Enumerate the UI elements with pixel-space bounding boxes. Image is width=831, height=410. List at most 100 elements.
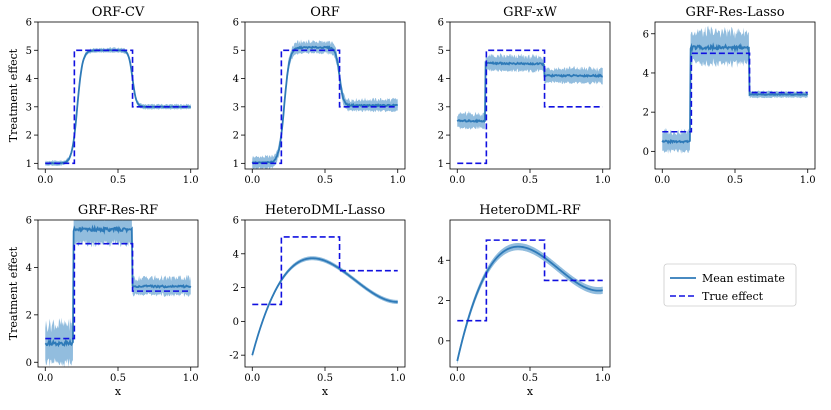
x-tick-label: 0.0 (449, 373, 465, 384)
panel-title: GRF-xW (503, 5, 557, 20)
x-axis-label: x (322, 385, 329, 398)
confidence-band (252, 39, 398, 169)
mean-estimate-line (661, 42, 809, 145)
y-tick-label: 3 (233, 102, 239, 113)
x-tick-label: 1.0 (183, 373, 199, 384)
confidence-band (662, 25, 808, 154)
y-tick-label: -2 (229, 351, 239, 362)
panel-title: HeteroDML-Lasso (265, 203, 385, 218)
panel-heterodml-rf: 0 2 4 0.0 0.5 1.0 HeteroDML-RF x (438, 203, 611, 398)
panel-title: GRF-Res-Lasso (685, 5, 784, 20)
panel-grf-res-rf: 0 2 4 6 0.0 0.5 1.0 GRF-Res-RF Treatment effect x (7, 203, 199, 398)
x-tick-label: 0.5 (110, 373, 126, 384)
confidence-band (457, 243, 603, 365)
true-effect-line (252, 236, 398, 306)
legend-mean-label: Mean estimate (702, 272, 785, 285)
panel-title: ORF-CV (92, 5, 145, 20)
true-effect-line (45, 242, 191, 340)
panel-orf: 1 2 3 4 5 6 0.0 0.5 1.0 ORF (233, 5, 406, 186)
y-tick-label: 0 (438, 336, 444, 347)
x-tick-label: 1.0 (595, 373, 611, 384)
panel-title: ORF (310, 5, 339, 20)
y-tick-label: 4 (26, 263, 32, 274)
axes-frame (37, 21, 199, 170)
legend-box (663, 263, 797, 307)
y-tick-label: 2 (643, 108, 649, 119)
true-effect-line (457, 239, 603, 322)
panel-orf-cv: 1 2 3 4 5 6 0.0 0.5 1.0 ORF-CV Treatment effect (7, 5, 199, 186)
x-tick-label: 1.0 (595, 175, 611, 186)
y-tick-label: 4 (438, 74, 444, 85)
mean-estimate-line (251, 45, 398, 165)
y-axis-label: Treatment effect (7, 246, 20, 340)
confidence-band (45, 220, 191, 367)
panel-heterodml-lasso: -2 0 2 4 6 0.0 0.5 1.0 HeteroDML-Lasso x (229, 203, 405, 398)
y-tick-label: 2 (233, 283, 239, 294)
y-tick-label: 2 (438, 296, 444, 307)
x-axis-label: x (115, 385, 122, 398)
x-tick-label: 0.5 (522, 373, 538, 384)
x-tick-label: 1.0 (390, 373, 406, 384)
confidence-band (457, 53, 603, 130)
true-effect-line (45, 49, 191, 165)
y-tick-label: 1 (438, 159, 444, 170)
y-tick-label: 5 (233, 46, 239, 57)
y-tick-label: 3 (438, 102, 444, 113)
y-tick-label: 1 (233, 159, 239, 170)
y-tick-label: 6 (643, 29, 649, 40)
axes-frame (449, 21, 611, 170)
true-effect-line (252, 49, 398, 165)
x-tick-label: 0.0 (449, 175, 465, 186)
x-tick-label: 0.0 (37, 175, 53, 186)
y-tick-label: 5 (26, 46, 32, 57)
y-tick-label: 3 (26, 102, 32, 113)
y-tick-label: 0 (26, 358, 32, 369)
legend-true-label: True effect (702, 290, 764, 303)
panel-title: HeteroDML-RF (479, 203, 581, 218)
y-tick-label: 2 (438, 131, 444, 142)
x-tick-label: 0.5 (727, 175, 743, 186)
y-tick-label: 4 (26, 74, 32, 85)
x-tick-label: 0.0 (654, 175, 670, 186)
y-tick-label: 2 (26, 131, 32, 142)
panel-title: GRF-Res-RF (78, 203, 158, 218)
y-tick-label: 1 (26, 159, 32, 170)
x-tick-label: 1.0 (800, 175, 816, 186)
y-tick-label: 6 (26, 18, 32, 29)
y-tick-label: 4 (233, 249, 239, 260)
y-tick-label: 6 (233, 18, 239, 29)
x-tick-label: 0.5 (317, 175, 333, 186)
y-tick-label: 4 (643, 68, 649, 79)
y-tick-label: 4 (233, 74, 239, 85)
y-tick-label: 6 (438, 18, 444, 29)
x-tick-label: 0.0 (37, 373, 53, 384)
x-axis-label: x (527, 385, 534, 398)
mean-estimate-line (44, 224, 192, 348)
x-tick-label: 1.0 (183, 175, 199, 186)
axes-frame (449, 219, 611, 368)
axes-frame (244, 219, 406, 368)
x-tick-label: 0.0 (244, 373, 260, 384)
y-tick-label: 6 (26, 216, 32, 227)
x-tick-label: 0.5 (317, 373, 333, 384)
y-tick-label: 2 (233, 131, 239, 142)
x-tick-label: 1.0 (390, 175, 406, 186)
y-tick-label: 6 (233, 216, 239, 227)
y-axis-label: Treatment effect (7, 48, 20, 142)
y-tick-label: 5 (438, 46, 444, 57)
panel-grf-xw: 1 2 3 4 5 6 0.0 0.5 1.0 GRF-xW (438, 5, 611, 186)
mean-estimate-line (456, 245, 603, 362)
x-tick-label: 0.0 (244, 175, 260, 186)
y-tick-label: 0 (233, 317, 239, 328)
y-tick-label: 4 (438, 256, 444, 267)
mean-estimate-line (251, 257, 398, 356)
y-tick-label: 0 (643, 147, 649, 158)
x-tick-label: 0.5 (110, 175, 126, 186)
legend: Mean estimate True effect (663, 263, 797, 307)
y-tick-label: 2 (26, 310, 32, 321)
x-tick-label: 0.5 (522, 175, 538, 186)
true-effect-line (457, 49, 603, 165)
panel-grf-res-lasso: 0 2 4 6 0.0 0.5 1.0 GRF-Res-Lasso (643, 5, 816, 186)
mean-estimate-line (456, 60, 603, 124)
